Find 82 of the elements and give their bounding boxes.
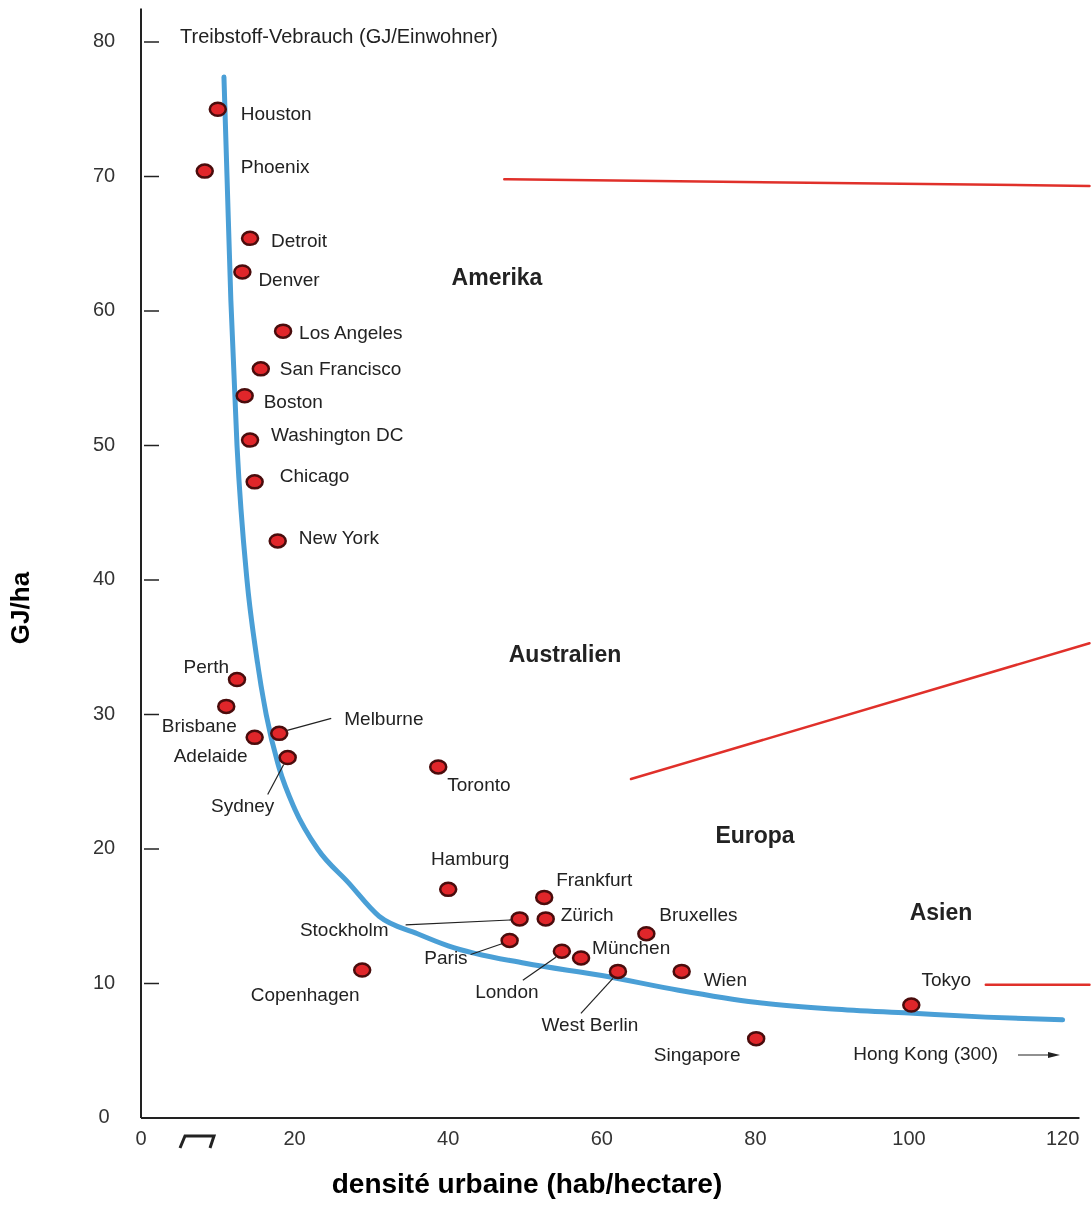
- x-axis-title: densité urbaine (hab/hectare): [331, 1168, 723, 1200]
- point: [608, 963, 628, 980]
- point: [208, 101, 228, 117]
- point: [251, 361, 271, 377]
- annotation: San Francisco: [279, 357, 402, 379]
- point: [552, 943, 572, 959]
- annotation: Singapore: [653, 1043, 741, 1065]
- point: [268, 533, 287, 549]
- point: [428, 759, 448, 775]
- annotation: Amerika: [451, 264, 543, 291]
- point: [245, 729, 264, 746]
- annotation: Hamburg: [431, 848, 510, 870]
- annotation: Houston: [240, 103, 312, 125]
- annotation: Australien: [508, 641, 622, 668]
- point: [438, 881, 458, 898]
- y-tick-label: 40: [92, 567, 116, 590]
- point: [902, 997, 921, 1013]
- annotation: Phoenix: [240, 156, 310, 178]
- annotation: Tokyo: [921, 969, 972, 991]
- annotation: Asien: [909, 899, 973, 926]
- point: [240, 230, 260, 247]
- x-tick-label: 100: [892, 1127, 926, 1150]
- point: [510, 911, 529, 927]
- annotation: Stockholm: [299, 918, 389, 940]
- annotation: Sydney: [211, 794, 275, 816]
- x-tick-label: 60: [590, 1127, 613, 1150]
- annotation: Paris: [424, 947, 468, 969]
- point: [273, 323, 293, 339]
- annotation: Chicago: [279, 464, 350, 486]
- annotation: West Berlin: [541, 1014, 639, 1036]
- annotation: Zürich: [560, 903, 614, 925]
- point: [195, 163, 214, 179]
- point: [240, 432, 260, 448]
- point: [233, 264, 252, 280]
- y-tick-label: 50: [92, 432, 116, 455]
- y-tick-label: 20: [92, 836, 116, 859]
- point: [235, 387, 254, 404]
- point: [278, 749, 297, 766]
- annotation: Toronto: [447, 773, 511, 795]
- point: [536, 911, 555, 927]
- annotation: Detroit: [271, 230, 328, 252]
- x-tick-label: 120: [1045, 1127, 1080, 1150]
- point: [746, 1030, 766, 1047]
- point: [534, 889, 554, 906]
- point: [227, 671, 247, 688]
- point: [500, 932, 519, 949]
- annotation: Europa: [715, 822, 795, 849]
- point: [269, 725, 289, 742]
- point: [637, 925, 656, 942]
- point: [245, 474, 264, 490]
- y-tick-label: 80: [92, 29, 116, 52]
- annotation: New York: [298, 527, 380, 549]
- y-tick-label: 70: [92, 163, 116, 186]
- annotation: Wien: [703, 969, 747, 991]
- annotation: London: [475, 981, 539, 1003]
- annotation: Denver: [258, 269, 321, 291]
- annotation: Los Angeles: [299, 322, 403, 344]
- annotation: Washington DC: [271, 424, 404, 446]
- annotation: Bruxelles: [659, 903, 738, 925]
- y-axis-title: GJ/ha: [4, 571, 35, 645]
- y-tick-label: 10: [92, 970, 116, 993]
- x-tick-label: 20: [283, 1127, 306, 1150]
- point: [217, 698, 236, 715]
- x-tick-label: 80: [744, 1127, 767, 1150]
- annotation: Frankfurt: [556, 869, 633, 891]
- annotation: Melburne: [344, 708, 424, 730]
- y-tick-label: 30: [92, 701, 116, 724]
- x-tick-label: 0: [135, 1127, 147, 1150]
- text: Treibstoff-Vebrauch (GJ/Einwohner): [180, 25, 498, 48]
- annotation: Boston: [263, 390, 323, 412]
- point: [571, 950, 591, 966]
- y-tick-label: 0: [98, 1105, 110, 1128]
- annotation: München: [592, 936, 671, 958]
- point: [352, 962, 372, 978]
- point: [672, 963, 691, 980]
- annotation: Adelaide: [173, 745, 248, 767]
- annotation: Brisbane: [161, 715, 237, 737]
- annotation: Hong Kong (300): [853, 1043, 998, 1065]
- annotation: Perth: [183, 655, 229, 677]
- x-tick-label: 40: [437, 1127, 460, 1150]
- y-tick-label: 60: [92, 298, 116, 321]
- annotation: Copenhagen: [250, 984, 360, 1006]
